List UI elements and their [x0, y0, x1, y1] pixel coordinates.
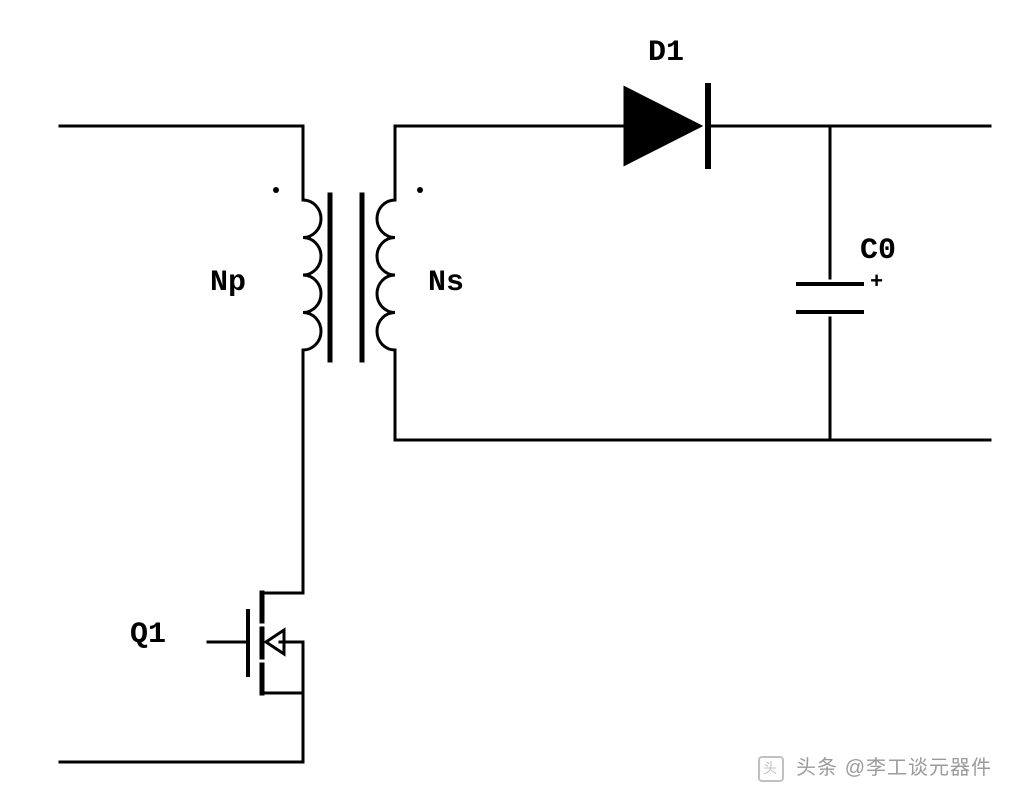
cap-polarity-plus: +: [870, 270, 883, 295]
diode-triangle: [625, 88, 700, 164]
label-q1: Q1: [130, 618, 166, 652]
label-d1: D1: [648, 36, 684, 70]
watermark-logo-icon: 头: [758, 756, 784, 782]
watermark-text: 头条 @李工谈元器件: [796, 757, 992, 779]
primary-winding: [303, 200, 321, 350]
secondary-winding: [377, 200, 395, 350]
label-ns: Ns: [428, 266, 464, 300]
secondary-dot: [417, 187, 423, 193]
label-np: Np: [210, 266, 246, 300]
watermark: 头 头条 @李工谈元器件: [758, 751, 992, 782]
label-c0: C0: [860, 234, 896, 268]
primary-dot: [273, 187, 279, 193]
flyback-schematic: + D1 Np Ns C0 Q1: [0, 0, 1022, 802]
